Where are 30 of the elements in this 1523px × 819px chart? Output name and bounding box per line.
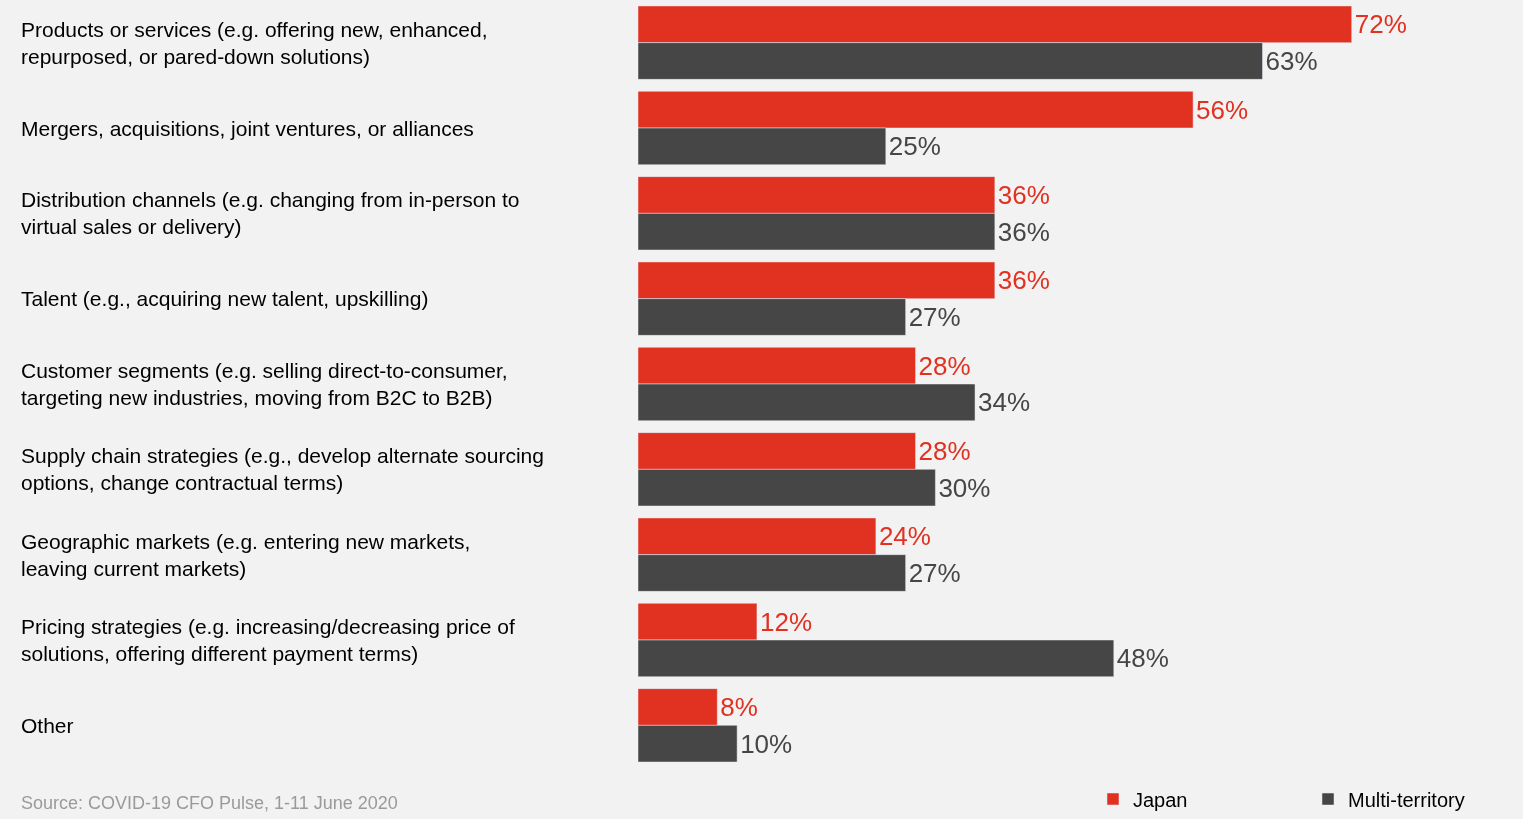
y-tick-label: Mergers, acquisitions, joint ventures, or alliances (21, 117, 474, 140)
source-note: Source: COVID-19 CFO Pulse, 1-11 June 2020 (21, 793, 398, 813)
data-label: 28% (918, 350, 971, 381)
y-tick-label: Distribution channels (e.g. changing from in-person to virtual sales or delivery) (21, 188, 520, 239)
data-label: 28% (918, 435, 971, 466)
data-label: 36% (997, 265, 1050, 296)
y-tick-label: Customer segments (e.g. selling direct-to-consumer, targeting new industries, moving from B2C to B2B) (21, 359, 508, 410)
y-tick-label: Pricing strategies (e.g. increasing/decreasing price of solutions, offering different payment terms) (21, 615, 515, 666)
y-tick-label: Talent (e.g., acquiring new talent, upskilling) (21, 287, 429, 310)
data-label: 27% (908, 302, 961, 333)
data-label: 63% (1265, 46, 1318, 77)
data-label: 48% (1116, 643, 1169, 674)
data-label: 56% (1196, 94, 1249, 125)
y-tick-label: Other (21, 714, 74, 737)
data-label: 24% (878, 521, 931, 552)
legend-label: Multi-territory (1348, 788, 1465, 811)
y-tick-label: Supply chain strategies (e.g., develop alternate sourcing options, change contractual terms) (21, 444, 544, 495)
data-label: 72% (1354, 9, 1407, 40)
data-label: 36% (997, 179, 1050, 210)
y-tick-label: Geographic markets (e.g. entering new markets, leaving current markets) (21, 530, 471, 581)
data-label: 10% (740, 728, 793, 759)
data-label: 27% (908, 558, 961, 589)
data-label: 12% (759, 606, 812, 637)
y-tick-label: Products or services (e.g. offering new, enhanced, repurposed, or pared-down solutions) (21, 18, 488, 69)
data-label: 25% (888, 131, 941, 162)
data-label: 30% (938, 472, 991, 503)
data-label: 36% (997, 216, 1050, 247)
data-label: 8% (720, 691, 758, 722)
legend-label: Japan (1133, 788, 1188, 811)
data-label: 34% (978, 387, 1031, 418)
